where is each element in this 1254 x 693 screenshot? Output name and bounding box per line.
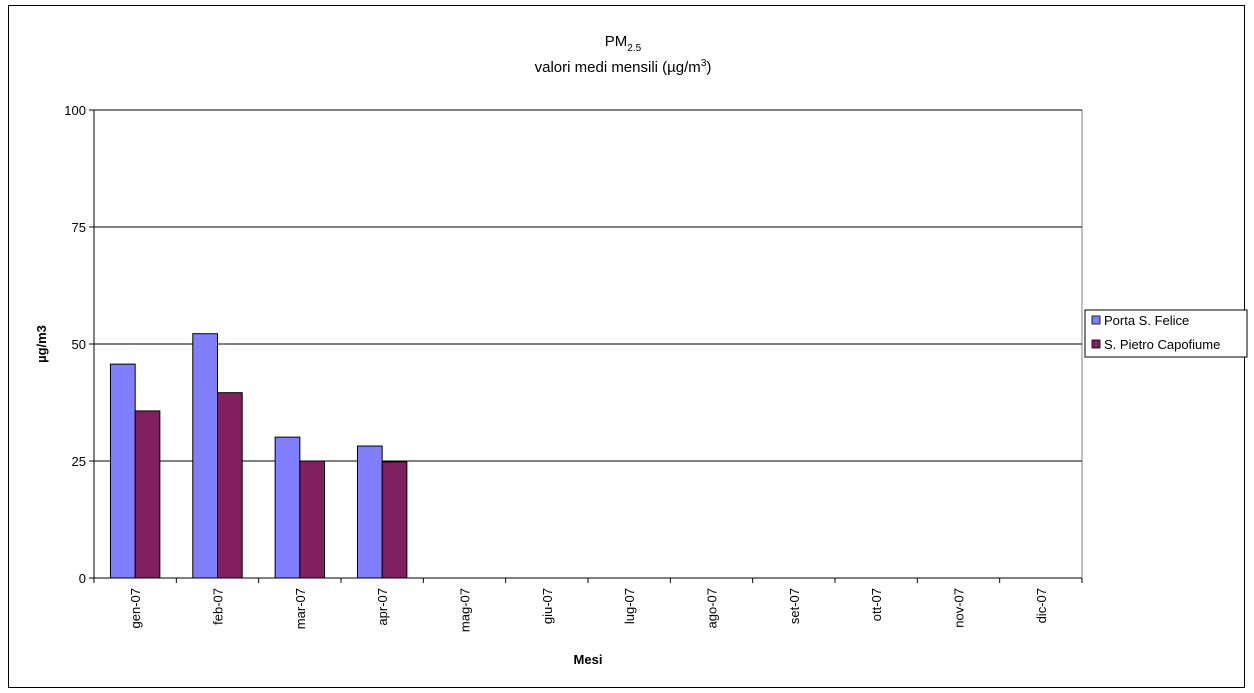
- x-tick-label: lug-07: [622, 588, 637, 624]
- x-tick-label: mag-07: [458, 588, 473, 632]
- x-axis-title: Mesi: [574, 652, 603, 667]
- bar-series-1-apr-07: [381, 461, 408, 579]
- y-tick-label: 75: [72, 220, 86, 235]
- chart-subtitle-superscript: 3: [701, 58, 707, 69]
- bar-series-0-feb-07: [192, 333, 219, 579]
- legend-label-s-pietro-capofiume: S. Pietro Capofiume: [1104, 337, 1220, 352]
- chart-subtitle-suffix: ): [706, 59, 711, 76]
- y-tick-label: 100: [64, 103, 86, 118]
- legend-swatch-porta-s-felice: [1091, 315, 1101, 325]
- y-tick-label: 25: [72, 454, 86, 469]
- x-tick-label: mar-07: [293, 588, 308, 629]
- bars: [109, 333, 408, 579]
- x-tick-label: ott-07: [869, 588, 884, 621]
- bar-series-1-gen-07: [134, 410, 161, 579]
- chart-title-main: PM: [605, 33, 628, 50]
- x-tick-label: set-07: [787, 588, 802, 624]
- x-tick-label: ago-07: [705, 588, 720, 628]
- y-axis-title: µg/m3: [34, 325, 49, 363]
- x-tick-labels: gen-07 feb-07 mar-07 apr-07 mag-07 giu-07 lug-…: [128, 588, 1049, 632]
- bar-series-1-feb-07: [217, 392, 243, 579]
- bar-series-0-gen-07: [109, 363, 136, 579]
- legend-box: [1084, 309, 1248, 358]
- chart-title-subscript: 2.5: [627, 43, 641, 54]
- x-tick-label: apr-07: [375, 588, 390, 626]
- y-tick-labels: 0 25 50 75 100: [64, 103, 86, 586]
- x-tick-label: dic-07: [1034, 588, 1049, 623]
- x-tick-label: giu-07: [540, 588, 555, 624]
- bar-series-0-mar-07: [274, 436, 301, 579]
- chart-subtitle-prefix: valori medi mensili (µg/m: [535, 59, 701, 76]
- x-tick-label: feb-07: [211, 588, 226, 625]
- legend: Porta S. Felice S. Pietro Capofiume: [1084, 309, 1248, 358]
- legend-label-porta-s-felice: Porta S. Felice: [1104, 313, 1189, 328]
- axes: [89, 109, 1083, 583]
- legend-swatch-s-pietro-capofiume: [1091, 339, 1101, 349]
- y-tick-label: 50: [72, 337, 86, 352]
- x-tick-label: nov-07: [952, 588, 967, 628]
- bar-series-1-mar-07: [299, 460, 326, 579]
- chart-title: PM2.5: [605, 33, 642, 54]
- chart-subtitle: valori medi mensili (µg/m3): [535, 58, 712, 76]
- grid-lines: [94, 109, 1082, 462]
- y-tick-label: 0: [79, 571, 86, 586]
- bar-series-0-apr-07: [356, 445, 383, 579]
- x-tick-label: gen-07: [128, 588, 143, 628]
